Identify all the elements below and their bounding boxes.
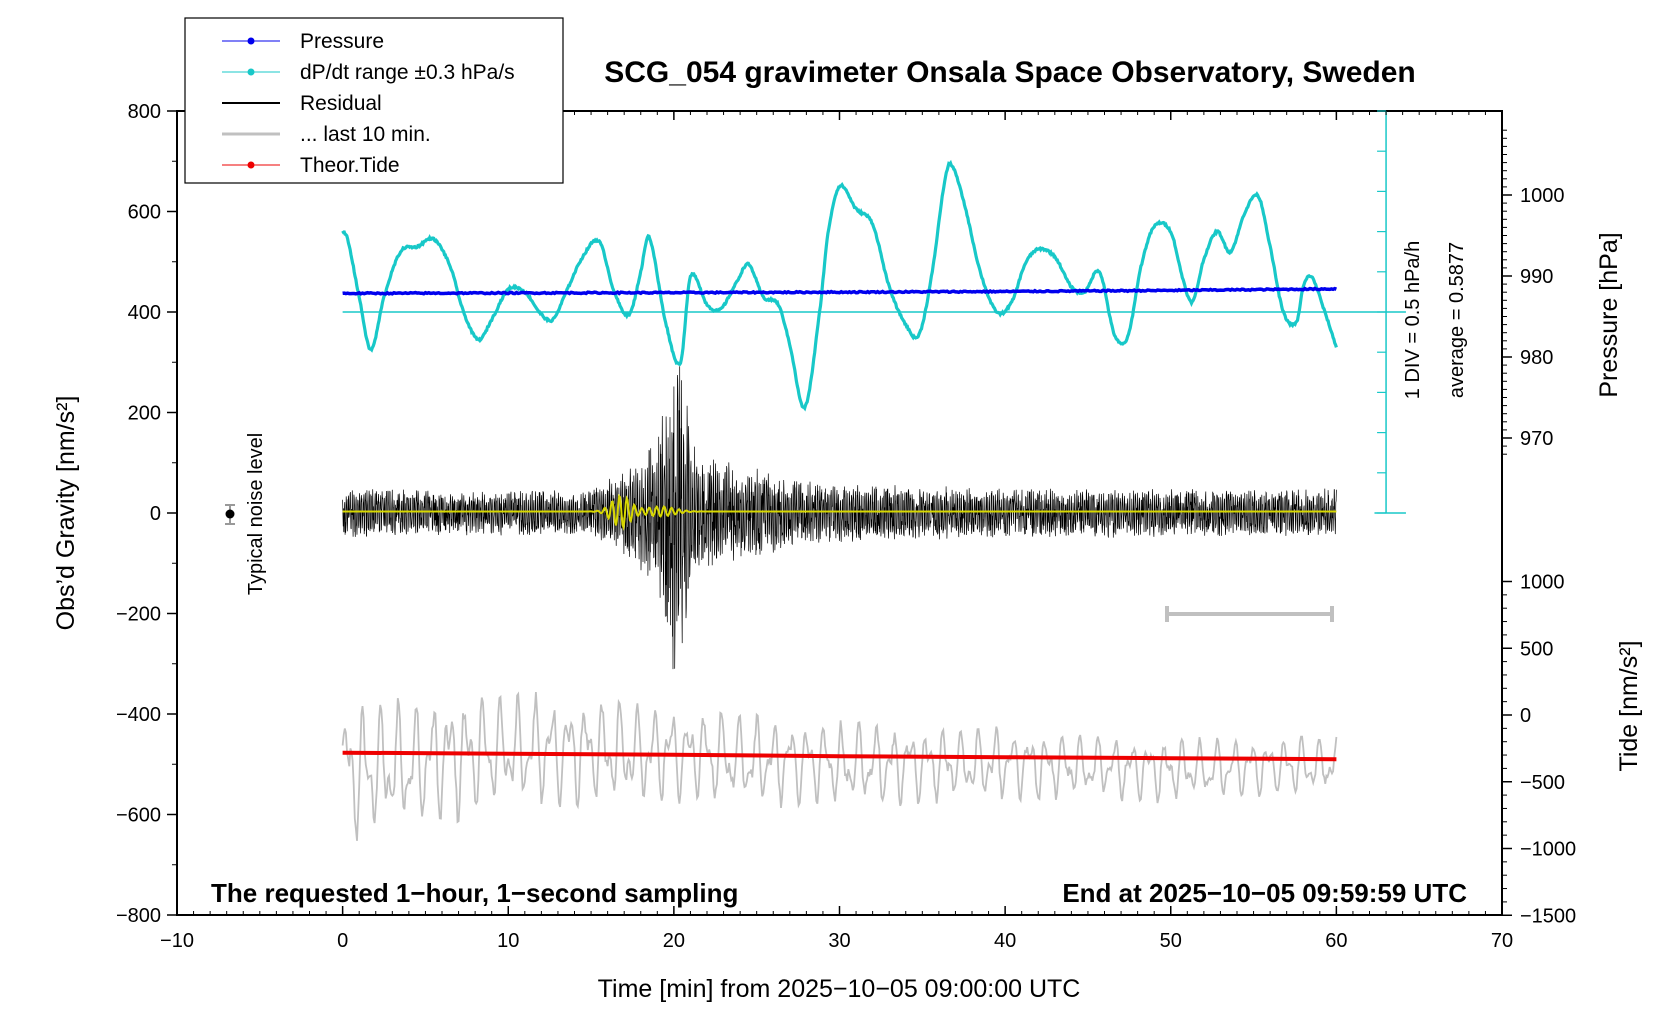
- footer-left: The requested 1−hour, 1−second sampling: [211, 878, 738, 908]
- x-tick-label: 10: [497, 930, 519, 952]
- x-tick-label: 40: [994, 930, 1016, 952]
- legend: Pressure dP/dt range ±0.3 hPa/s Residual…: [184, 17, 564, 184]
- series-last-10-min: [341, 691, 1338, 841]
- legend-last10: ... last 10 min.: [300, 123, 431, 146]
- pressure-tick-label: 1000: [1520, 185, 1565, 207]
- y-axis-left-label: Obs’d Gravity [nm/s²]: [52, 396, 80, 631]
- legend-pressure-marker: [247, 37, 255, 45]
- pressure-tick-label: 970: [1520, 428, 1553, 450]
- legend-tide-marker: [247, 161, 255, 169]
- x-tick-label: 50: [1160, 930, 1182, 952]
- y-tick-label: 400: [128, 302, 161, 324]
- x-axis-label: Time [min] from 2025−10−05 09:00:00 UTC: [598, 975, 1081, 1003]
- x-tick-label: 20: [663, 930, 685, 952]
- tide-tick-label: −1500: [1520, 905, 1576, 927]
- y-tick-label: 800: [128, 101, 161, 123]
- series-residual: [342, 366, 1337, 670]
- pressure-div-label: 1 DIV = 0.5 hPa/h: [1402, 241, 1424, 399]
- legend-box: [184, 17, 564, 184]
- x-tick-label: −10: [160, 930, 194, 952]
- y-tick-label: 200: [128, 403, 161, 425]
- tide-tick-label: 0: [1520, 705, 1531, 727]
- legend-tide: Theor.Tide: [300, 154, 400, 177]
- x-tick-label: 60: [1325, 930, 1347, 952]
- series-model-trace: [342, 493, 1337, 531]
- y-axis-tide-label: Tide [nm/s²]: [1615, 640, 1643, 771]
- pressure-div-scale: [342, 110, 1406, 514]
- x-tick-label: 0: [337, 930, 348, 952]
- pressure-tick-label: 990: [1520, 266, 1553, 288]
- y-tick-label: −400: [116, 704, 161, 726]
- series-dpdt: [341, 159, 1338, 412]
- noise-level-marker: [225, 504, 235, 525]
- y-tick-label: −200: [116, 604, 161, 626]
- tide-tick-label: −500: [1520, 772, 1565, 794]
- y-tick-label: 600: [128, 202, 161, 224]
- x-tick-label: 30: [828, 930, 850, 952]
- noise-level-label: Typical noise level: [245, 433, 267, 595]
- y-tick-label: 0: [150, 503, 161, 525]
- series-theor-tide: [342, 750, 1337, 762]
- series-pressure: [342, 286, 1337, 296]
- y-tick-label: −800: [116, 905, 161, 927]
- legend-dpdt-marker: [247, 68, 255, 76]
- x-tick-label: 70: [1491, 930, 1513, 952]
- legend-dpdt: dP/dt range ±0.3 hPa/s: [300, 61, 515, 84]
- y-axis-pressure-label: Pressure [hPa]: [1595, 232, 1623, 397]
- legend-residual: Residual: [300, 92, 382, 115]
- pressure-tick-label: 980: [1520, 347, 1553, 369]
- y-axis-pressure: 1000 990 980 970: [1502, 129, 1565, 455]
- tide-tick-label: 500: [1520, 638, 1553, 660]
- tide-tick-label: −1000: [1520, 839, 1576, 861]
- y-tick-label: −600: [116, 805, 161, 827]
- y-axis-left: 800 600 400 200 0 −200 −400 −600 −800: [116, 101, 177, 927]
- series-layer: [341, 159, 1338, 841]
- pressure-average-label: average = 0.5877: [1446, 242, 1468, 398]
- y-axis-tide: 1000 500 0 −500 −1000 −1500: [1502, 572, 1576, 927]
- tide-tick-label: 1000: [1520, 572, 1565, 594]
- legend-pressure: Pressure: [300, 30, 384, 53]
- footer-right: End at 2025−10−05 09:59:59 UTC: [1062, 878, 1467, 908]
- chart-title: SCG_054 gravimeter Onsala Space Observat…: [604, 56, 1416, 89]
- last-10-min-bar: [1165, 606, 1334, 622]
